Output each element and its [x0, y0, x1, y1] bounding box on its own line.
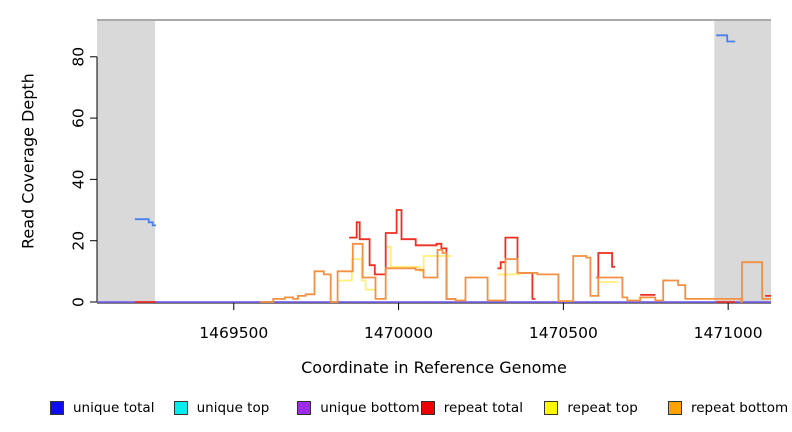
series-repeat-top — [337, 245, 647, 299]
legend-label-repeat-total: repeat total — [443, 400, 523, 416]
legend-swatch-unique-top — [173, 401, 188, 415]
legend-item-unique-bottom: unique bottom — [297, 397, 420, 419]
legend-label-repeat-bottom: repeat bottom — [691, 400, 789, 416]
legend-swatch-repeat-total — [420, 401, 435, 415]
legend-swatch-unique-total — [50, 401, 64, 415]
x-axis-tick-label: 1469500 — [199, 324, 268, 342]
shaded-region-1 — [714, 20, 771, 303]
legend-item-unique-top: unique top — [173, 397, 270, 419]
y-axis-tick-label: 80 — [70, 47, 88, 67]
series-unique-total — [134, 34, 736, 227]
y-axis-tick-label: 40 — [70, 170, 88, 190]
legend-label-repeat-top: repeat top — [567, 400, 638, 416]
legend-swatch-repeat-bottom — [668, 401, 682, 415]
legend-item-repeat-bottom: repeat bottom — [668, 397, 788, 419]
y-axis-tick-label: 60 — [70, 108, 88, 128]
y-axis-tick-label: 20 — [70, 231, 88, 251]
x-axis-tick-label: 1470000 — [364, 324, 433, 342]
x-axis-title: Coordinate in Reference Genome — [301, 358, 567, 377]
y-axis-title: Read Coverage Depth — [18, 73, 38, 250]
x-axis-tick-label: 1470500 — [529, 324, 598, 342]
shaded-region-0 — [97, 20, 156, 303]
legend-swatch-repeat-top — [544, 401, 559, 415]
legend-item-repeat-total: repeat total — [420, 397, 523, 419]
chart-legend: unique total unique top unique bottom repea… — [0, 397, 792, 421]
legend-item-unique-total: unique total — [50, 397, 154, 419]
legend-label-unique-top: unique top — [196, 400, 270, 416]
legend-item-repeat-top: repeat top — [544, 397, 638, 419]
legend-label-unique-total: unique total — [73, 400, 155, 416]
legend-label-unique-bottom: unique bottom — [320, 400, 420, 416]
x-axis-tick-label: 1471000 — [694, 324, 763, 342]
legend-swatch-unique-bottom — [297, 401, 312, 415]
series-repeat-bottom — [260, 242, 771, 303]
y-axis-tick-label: 0 — [70, 297, 88, 307]
series-repeat-total — [134, 209, 771, 303]
